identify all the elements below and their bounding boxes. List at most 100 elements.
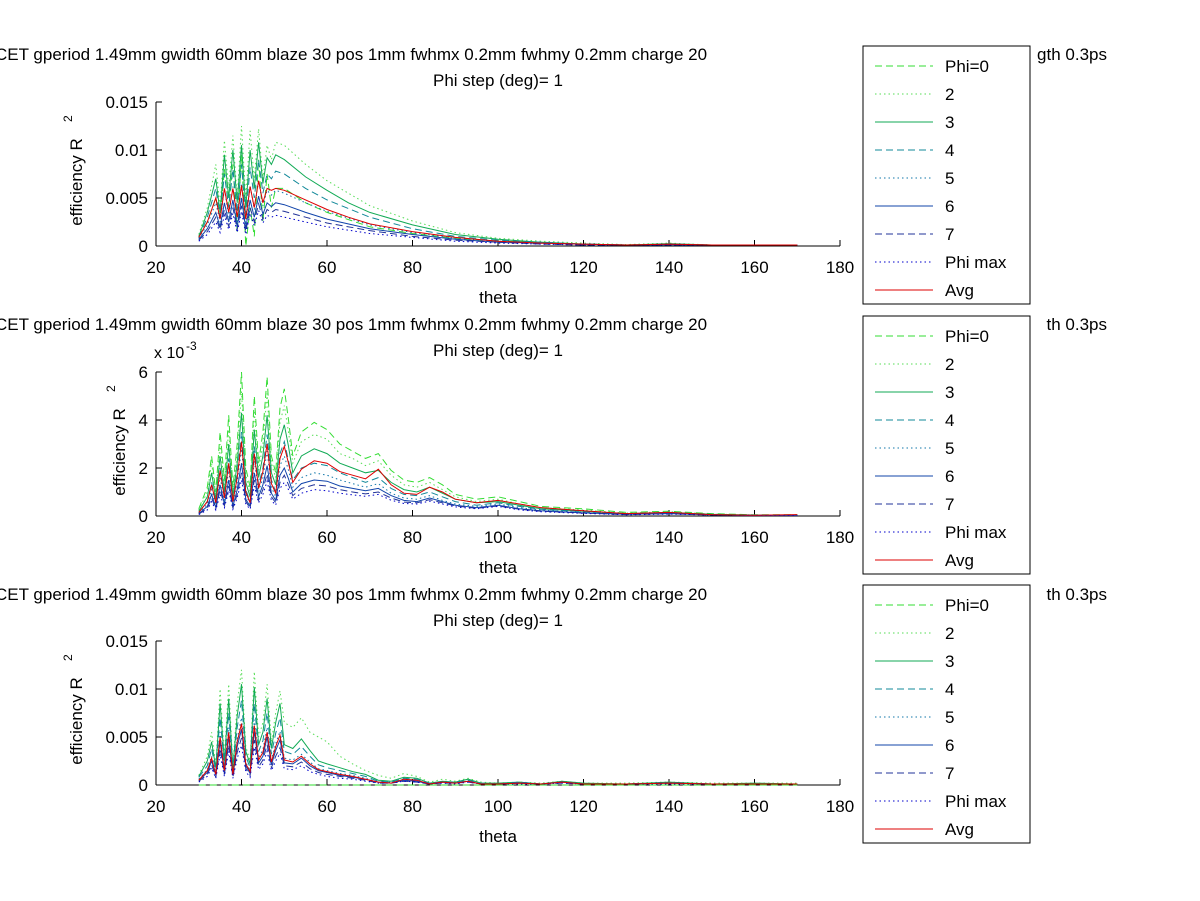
x-tick-label: 40 <box>232 797 251 816</box>
legend: Phi=0 2 3 4 5 6 7 Phi max Avg <box>862 584 1031 844</box>
legend-label: Phi=0 <box>945 57 989 76</box>
legend-label: 6 <box>945 736 954 755</box>
x-tick-label: 140 <box>655 528 683 547</box>
x-tick-label: 80 <box>403 797 422 816</box>
chart-subtitle: Phi step (deg)= 1 <box>433 611 563 630</box>
legend-label: Phi=0 <box>945 327 989 346</box>
legend-box <box>862 584 1031 844</box>
chart-title-tail: th 0.3ps <box>1047 585 1108 604</box>
y-tick-label: 0 <box>139 507 148 526</box>
chart-title-tail: gth 0.3ps <box>1037 45 1107 64</box>
y-tick-label: 0.015 <box>105 632 148 651</box>
y-tick-label: 0 <box>139 237 148 256</box>
legend-label: 7 <box>945 764 954 783</box>
y-tick-label: 0 <box>139 776 148 795</box>
x-tick-label: 100 <box>484 797 512 816</box>
chart-title: CET gperiod 1.49mm gwidth 60mm blaze 30 … <box>0 315 707 334</box>
y-exponent-sup: -3 <box>186 339 197 353</box>
x-tick-label: 100 <box>484 528 512 547</box>
x-tick-label: 120 <box>569 528 597 547</box>
series-line-1 <box>198 371 798 516</box>
legend: Phi=0 2 3 4 5 6 7 Phi max Avg <box>862 45 1031 305</box>
x-tick-label: 60 <box>318 797 337 816</box>
x-tick-label: 100 <box>484 258 512 277</box>
y-tick-label: 0.01 <box>115 141 148 160</box>
y-tick-label: 0.015 <box>105 93 148 112</box>
x-tick-label: 80 <box>403 528 422 547</box>
y-axis-label-sup: 2 <box>104 385 118 392</box>
y-tick-label: 2 <box>139 459 148 478</box>
x-axis-label: theta <box>479 288 517 307</box>
series-line-9 <box>198 441 798 516</box>
legend-label: 2 <box>945 624 954 643</box>
legend-label: Phi max <box>945 792 1007 811</box>
x-tick-label: 60 <box>318 258 337 277</box>
x-axis-label: theta <box>479 558 517 577</box>
series-line-2 <box>198 125 798 246</box>
x-tick-label: 160 <box>740 797 768 816</box>
series-line-4 <box>198 700 798 785</box>
chart-title-tail: th 0.3ps <box>1047 315 1108 334</box>
legend-label: 7 <box>945 225 954 244</box>
y-tick-label: 0.005 <box>105 189 148 208</box>
legend-label: 4 <box>945 141 954 160</box>
legend-label: 4 <box>945 411 954 430</box>
legend-label: 5 <box>945 439 954 458</box>
y-tick-label: 0.005 <box>105 728 148 747</box>
legend-label: 5 <box>945 169 954 188</box>
legend-label: Avg <box>945 820 974 839</box>
chart-title: CET gperiod 1.49mm gwidth 60mm blaze 30 … <box>0 45 707 64</box>
x-tick-label: 40 <box>232 528 251 547</box>
series-line-7 <box>198 201 798 246</box>
series-line-8 <box>198 745 798 785</box>
legend-label: 2 <box>945 355 954 374</box>
x-tick-label: 180 <box>826 258 854 277</box>
y-tick-label: 6 <box>139 363 148 382</box>
series-line-9 <box>198 180 798 246</box>
series-line-5 <box>198 180 798 246</box>
x-tick-label: 60 <box>318 528 337 547</box>
legend-label: 6 <box>945 467 954 486</box>
chart-subtitle: Phi step (deg)= 1 <box>433 341 563 360</box>
x-tick-label: 180 <box>826 797 854 816</box>
x-tick-label: 40 <box>232 258 251 277</box>
y-tick-label: 0.01 <box>115 680 148 699</box>
series-line-9 <box>198 723 798 785</box>
chart-panel-3: CET gperiod 1.49mm gwidth 60mm blaze 30 … <box>0 584 1108 846</box>
x-tick-label: 20 <box>147 797 166 816</box>
x-tick-label: 160 <box>740 258 768 277</box>
series-line-6 <box>198 463 798 516</box>
legend-label: 3 <box>945 652 954 671</box>
legend-label: 3 <box>945 113 954 132</box>
legend: Phi=0 2 3 4 5 6 7 Phi max Avg <box>862 315 1031 575</box>
series-line-5 <box>198 448 798 516</box>
y-exponent-label: x 10 <box>154 345 184 362</box>
chart-subtitle: Phi step (deg)= 1 <box>433 71 563 90</box>
y-axis-label-sup: 2 <box>61 115 75 122</box>
x-tick-label: 120 <box>569 797 597 816</box>
series-line-2 <box>198 391 798 516</box>
legend-label: 7 <box>945 495 954 514</box>
series-line-7 <box>198 472 798 516</box>
x-tick-label: 180 <box>826 528 854 547</box>
legend-label: Avg <box>945 281 974 300</box>
legend-label: 4 <box>945 680 954 699</box>
x-tick-label: 20 <box>147 258 166 277</box>
legend-label: Phi max <box>945 253 1007 272</box>
y-axis-label: efficiency R <box>67 677 86 765</box>
y-tick-label: 4 <box>139 411 148 430</box>
chart-title: CET gperiod 1.49mm gwidth 60mm blaze 30 … <box>0 585 707 604</box>
x-tick-label: 140 <box>655 258 683 277</box>
x-tick-label: 120 <box>569 258 597 277</box>
series-line-3 <box>198 412 798 516</box>
legend-label: 3 <box>945 383 954 402</box>
legend-label: 2 <box>945 85 954 104</box>
legend-label: 5 <box>945 708 954 727</box>
legend-box <box>862 45 1031 305</box>
x-tick-label: 140 <box>655 797 683 816</box>
x-tick-label: 80 <box>403 258 422 277</box>
chart-panel-2: CET gperiod 1.49mm gwidth 60mm blaze 30 … <box>0 315 1107 577</box>
legend-label: Phi=0 <box>945 596 989 615</box>
x-axis-label: theta <box>479 827 517 846</box>
